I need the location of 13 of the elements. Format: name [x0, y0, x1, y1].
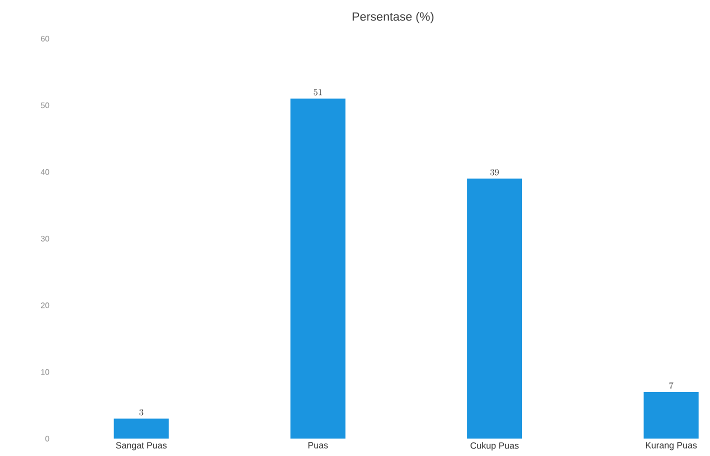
x-tick-label: Kurang Puas — [646, 442, 697, 450]
bar — [644, 392, 699, 439]
x-tick-label: Sangat Puas — [116, 442, 167, 450]
x-tick-label: Cukup Puas — [470, 442, 519, 451]
data-label: 7 — [669, 382, 674, 389]
bar — [467, 178, 522, 439]
data-label: 51 — [314, 89, 322, 96]
data-label: 3 — [139, 409, 144, 416]
data-label: 39 — [490, 169, 499, 176]
bar — [114, 418, 169, 439]
chart-title: Persentase (%) — [352, 12, 434, 24]
bar — [290, 98, 346, 439]
x-tick-label: Puas — [308, 442, 328, 448]
